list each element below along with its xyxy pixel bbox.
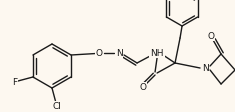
Text: F: F [12, 78, 18, 86]
Text: O: O [140, 83, 147, 92]
Text: N: N [116, 48, 122, 57]
Text: N: N [202, 64, 208, 72]
Text: NH: NH [150, 48, 164, 57]
Text: O: O [96, 48, 102, 57]
Text: Cl: Cl [53, 101, 61, 111]
Text: O: O [208, 31, 215, 41]
